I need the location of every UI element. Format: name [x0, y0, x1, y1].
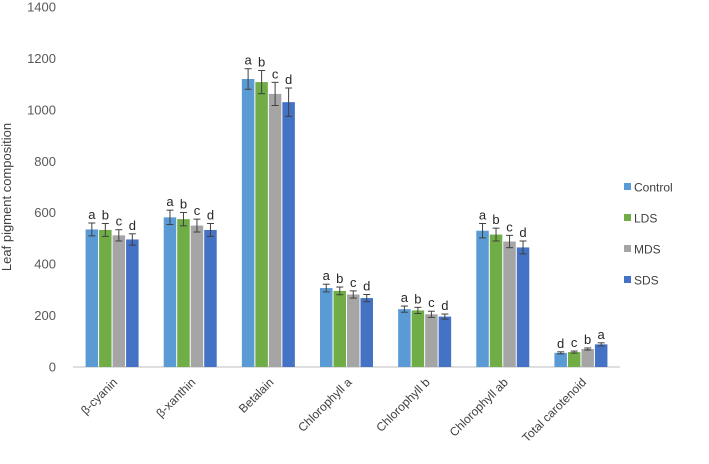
y-tick-label: 1000: [27, 102, 56, 117]
y-axis-label: Leaf pigment composition: [0, 123, 14, 271]
y-tick-label: 200: [34, 308, 56, 323]
x-category-label: Betalain: [236, 375, 277, 416]
bar-sds-2: [282, 102, 295, 368]
legend-swatch-sds: [624, 276, 631, 283]
bar-lds-1: [177, 219, 190, 367]
significance-label: b: [336, 271, 343, 286]
legend-label-sds: SDS: [634, 274, 659, 288]
significance-label: c: [506, 219, 513, 234]
bar-mds-6: [581, 349, 594, 367]
significance-label: a: [598, 327, 606, 342]
y-tick-label: 600: [34, 205, 56, 220]
legend-swatch-control: [624, 183, 631, 190]
significance-label: b: [258, 55, 265, 70]
bar-mds-5: [503, 241, 516, 367]
significance-label: d: [363, 278, 370, 293]
significance-label: a: [323, 268, 331, 283]
significance-label: c: [571, 335, 578, 350]
bar-sds-5: [516, 247, 530, 367]
significance-label: d: [285, 72, 292, 87]
legend-label-control: Control: [634, 181, 673, 195]
bar-control-1: [163, 217, 177, 367]
bar-sds-6: [594, 344, 608, 367]
significance-label: c: [194, 203, 201, 218]
x-category-label: β-cyanin: [78, 375, 120, 417]
significance-label: c: [350, 275, 357, 290]
significance-label: a: [401, 290, 409, 305]
bar-lds-3: [333, 290, 346, 367]
significance-label: a: [244, 53, 252, 68]
significance-label: d: [519, 225, 526, 240]
bar-sds-3: [360, 298, 373, 367]
bar-lds-4: [411, 310, 425, 367]
y-axis-ticks: 0 200 400 600 800 1000 1200 1400: [27, 0, 56, 375]
significance-label: b: [102, 208, 109, 223]
x-category-label: Total carotenoid: [519, 375, 589, 445]
bar-control-3: [320, 288, 333, 367]
significance-label: b: [584, 332, 591, 347]
bars-group: a b c da b c da bc da b c da b c da b c dd c b a: [85, 53, 608, 368]
bar-sds-0: [126, 239, 139, 367]
significance-label: c: [116, 214, 123, 229]
bar-control-6: [554, 352, 567, 367]
legend-label-lds: LDS: [634, 212, 657, 226]
bar-mds-4: [425, 314, 438, 367]
bar-lds-0: [99, 229, 112, 367]
bar-sds-4: [438, 316, 452, 367]
significance-label: c: [428, 295, 435, 310]
bar-control-4: [398, 309, 411, 367]
significance-label: b: [180, 196, 187, 211]
x-category-label: Chlorophyll ab: [447, 375, 511, 439]
legend: Control LDS MDS SDS: [624, 181, 673, 288]
x-category-label: Chlorophyll a: [295, 375, 355, 435]
bar-mds-1: [190, 225, 204, 367]
significance-label: b: [492, 212, 499, 227]
y-tick-label: 800: [34, 154, 56, 169]
y-tick-label: 1400: [27, 0, 56, 15]
significance-label: d: [129, 218, 136, 233]
significance-label: a: [88, 207, 96, 222]
significance-label: d: [557, 336, 564, 351]
bar-control-2: [241, 79, 255, 367]
bar-control-0: [85, 229, 99, 367]
legend-label-mds: MDS: [634, 243, 661, 257]
y-tick-label: 1200: [27, 51, 56, 66]
bar-mds-3: [347, 294, 360, 367]
bar-mds-0: [112, 235, 126, 367]
legend-swatch-lds: [624, 214, 631, 221]
x-category-label: Chlorophyll b: [373, 375, 433, 435]
significance-label: a: [166, 194, 174, 209]
x-axis-categories: β-cyanin β-xanthin Betalain Chlorophyll a Ch…: [78, 375, 589, 445]
bar-lds-2: [255, 82, 268, 367]
bar-control-5: [476, 230, 489, 367]
significance-label: c: [272, 66, 279, 81]
bar-lds-6: [567, 352, 581, 367]
bar-mds-2: [268, 93, 282, 368]
significance-label: b: [414, 291, 421, 306]
significance-label: d: [441, 298, 448, 313]
significance-label: d: [207, 208, 214, 223]
bar-sds-1: [204, 229, 217, 367]
bar-lds-5: [489, 234, 503, 367]
significance-label: a: [479, 208, 487, 223]
legend-swatch-mds: [624, 245, 631, 252]
y-tick-label: 400: [34, 257, 56, 272]
x-category-label: β-xanthin: [153, 375, 198, 420]
y-tick-label: 0: [49, 360, 56, 375]
